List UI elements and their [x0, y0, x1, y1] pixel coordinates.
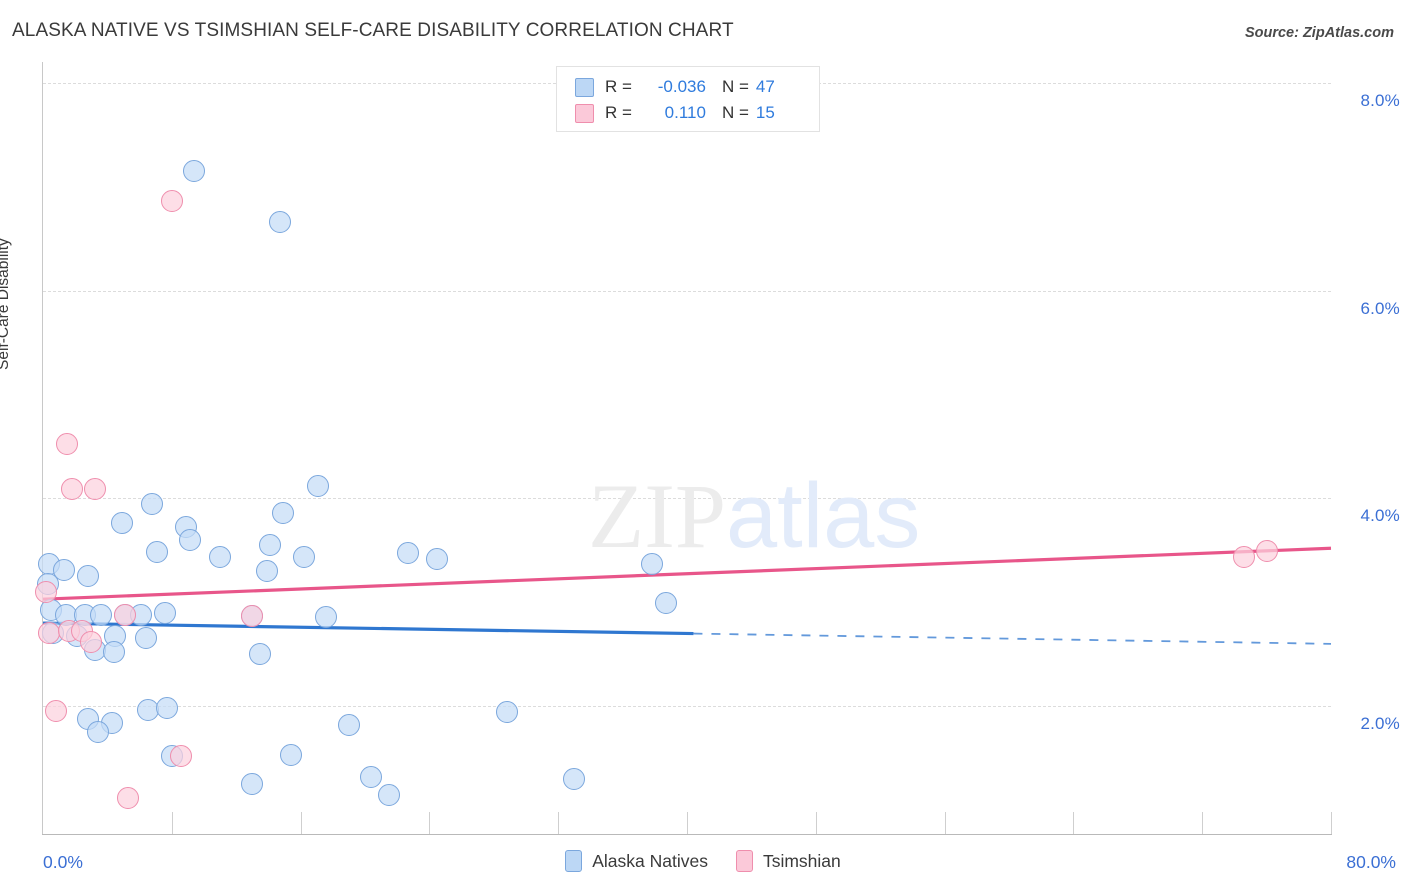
- scatter-point[interactable]: [315, 605, 338, 628]
- trend-line-solid: [42, 546, 1332, 601]
- scatter-point[interactable]: [268, 211, 291, 233]
- scatter-point[interactable]: [241, 604, 264, 627]
- x-axis-line: [42, 834, 1332, 835]
- scatter-point[interactable]: [563, 767, 586, 790]
- watermark: ZIPatlas: [588, 470, 920, 562]
- x-axis-tick: [300, 812, 302, 834]
- stat-n-label: N =: [721, 103, 749, 122]
- stat-n-label: N =: [721, 77, 749, 96]
- watermark-zip: ZIP: [588, 465, 726, 567]
- scatter-point[interactable]: [655, 592, 678, 615]
- x-axis-min-label: 0.0%: [43, 852, 83, 872]
- x-axis-tick: [558, 812, 560, 834]
- scatter-point[interactable]: [183, 160, 206, 183]
- scatter-point[interactable]: [60, 478, 83, 501]
- scatter-point[interactable]: [259, 534, 281, 557]
- scatter-point[interactable]: [378, 783, 401, 806]
- correlation-stats-legend: R = -0.036 N = 47 R = 0.110 N = 15: [556, 66, 820, 132]
- gridline-y: [43, 290, 1331, 292]
- scatter-point[interactable]: [56, 433, 79, 456]
- series-legend-swatch: [735, 850, 753, 872]
- source-label: Source: ZipAtlas.com: [1244, 25, 1394, 41]
- scatter-point[interactable]: [178, 528, 201, 551]
- x-axis-tick: [944, 812, 946, 834]
- scatter-point[interactable]: [292, 545, 315, 568]
- series-legend: Alaska Natives Tsimshian: [0, 850, 1406, 872]
- x-axis-tick: [1331, 812, 1332, 834]
- series-legend-label: Tsimshian: [762, 850, 841, 871]
- scatter-point[interactable]: [255, 560, 278, 583]
- scatter-point[interactable]: [35, 580, 58, 603]
- scatter-point[interactable]: [102, 641, 125, 664]
- x-axis-tick: [687, 812, 688, 834]
- trend-lines: [42, 546, 1332, 645]
- x-axis-tick: [1202, 812, 1204, 834]
- scatter-point[interactable]: [160, 190, 183, 213]
- stat-r-value: -0.036: [657, 77, 706, 96]
- scatter-point[interactable]: [77, 565, 100, 588]
- scatter-point[interactable]: [44, 700, 67, 723]
- scatter-point[interactable]: [271, 501, 294, 524]
- stat-r-label: R =: [605, 103, 632, 122]
- y-axis-tick-label: 2.0%: [1360, 714, 1400, 734]
- stat-r-label: R =: [605, 77, 632, 96]
- scatter-point[interactable]: [1255, 540, 1278, 563]
- scatter-point[interactable]: [495, 701, 518, 724]
- y-axis-tick-label: 6.0%: [1360, 298, 1400, 318]
- stat-row: R = -0.036 N = 47: [575, 74, 809, 100]
- scatter-point[interactable]: [155, 697, 178, 720]
- gridline-y: [43, 498, 1331, 500]
- scatter-point[interactable]: [154, 601, 177, 624]
- scatter-point[interactable]: [307, 474, 330, 497]
- scatter-point[interactable]: [135, 626, 158, 649]
- y-axis-title: Self-Care Disability: [0, 238, 12, 370]
- plot-area: ZIPatlas: [35, 62, 1332, 834]
- scatter-point[interactable]: [170, 745, 193, 768]
- page-title: ALASKA NATIVE VS TSIMSHIAN SELF-CARE DIS…: [12, 20, 734, 41]
- scatter-point[interactable]: [397, 542, 420, 565]
- gridline-y: [43, 706, 1331, 708]
- scatter-point[interactable]: [426, 547, 449, 570]
- scatter-point[interactable]: [1233, 545, 1256, 568]
- scatter-point[interactable]: [241, 773, 264, 796]
- scatter-point[interactable]: [110, 512, 133, 535]
- trend-line-dashed: [693, 632, 1332, 645]
- x-axis-tick: [815, 812, 817, 834]
- series-legend-label: Alaska Natives: [592, 850, 708, 871]
- scatter-point[interactable]: [337, 713, 360, 736]
- scatter-point[interactable]: [52, 559, 75, 582]
- scatter-point[interactable]: [209, 545, 232, 568]
- x-axis-tick: [171, 812, 173, 834]
- scatter-point[interactable]: [114, 603, 137, 626]
- scatter-point[interactable]: [146, 541, 169, 564]
- series-legend-item[interactable]: Alaska Natives: [565, 850, 708, 872]
- scatter-point[interactable]: [89, 603, 112, 626]
- y-axis-line: [42, 62, 43, 834]
- scatter-point[interactable]: [249, 643, 272, 666]
- scatter-point[interactable]: [83, 478, 106, 501]
- x-axis-max-label: 80.0%: [1346, 852, 1396, 872]
- x-axis-tick: [429, 812, 431, 834]
- stat-r-value: 0.110: [664, 103, 706, 122]
- stat-color-swatch: [575, 103, 594, 123]
- scatter-point[interactable]: [279, 744, 302, 767]
- stat-n-value: 15: [755, 103, 775, 122]
- stat-n-value: 47: [755, 77, 775, 96]
- watermark-atlas: atlas: [726, 465, 921, 567]
- x-axis-tick: [1073, 812, 1075, 834]
- scatter-point[interactable]: [80, 630, 103, 653]
- y-axis-tick-label: 4.0%: [1360, 506, 1400, 526]
- stat-color-swatch: [575, 77, 594, 97]
- series-legend-swatch: [565, 850, 583, 872]
- y-axis-tick-label: 8.0%: [1360, 90, 1400, 110]
- stat-row: R = 0.110 N = 15: [575, 100, 809, 126]
- series-legend-item[interactable]: Tsimshian: [735, 850, 841, 872]
- scatter-point[interactable]: [360, 765, 383, 788]
- scatter-point[interactable]: [117, 786, 140, 809]
- scatter-point[interactable]: [86, 721, 109, 744]
- scatter-point[interactable]: [141, 492, 164, 515]
- scatter-point[interactable]: [640, 552, 663, 575]
